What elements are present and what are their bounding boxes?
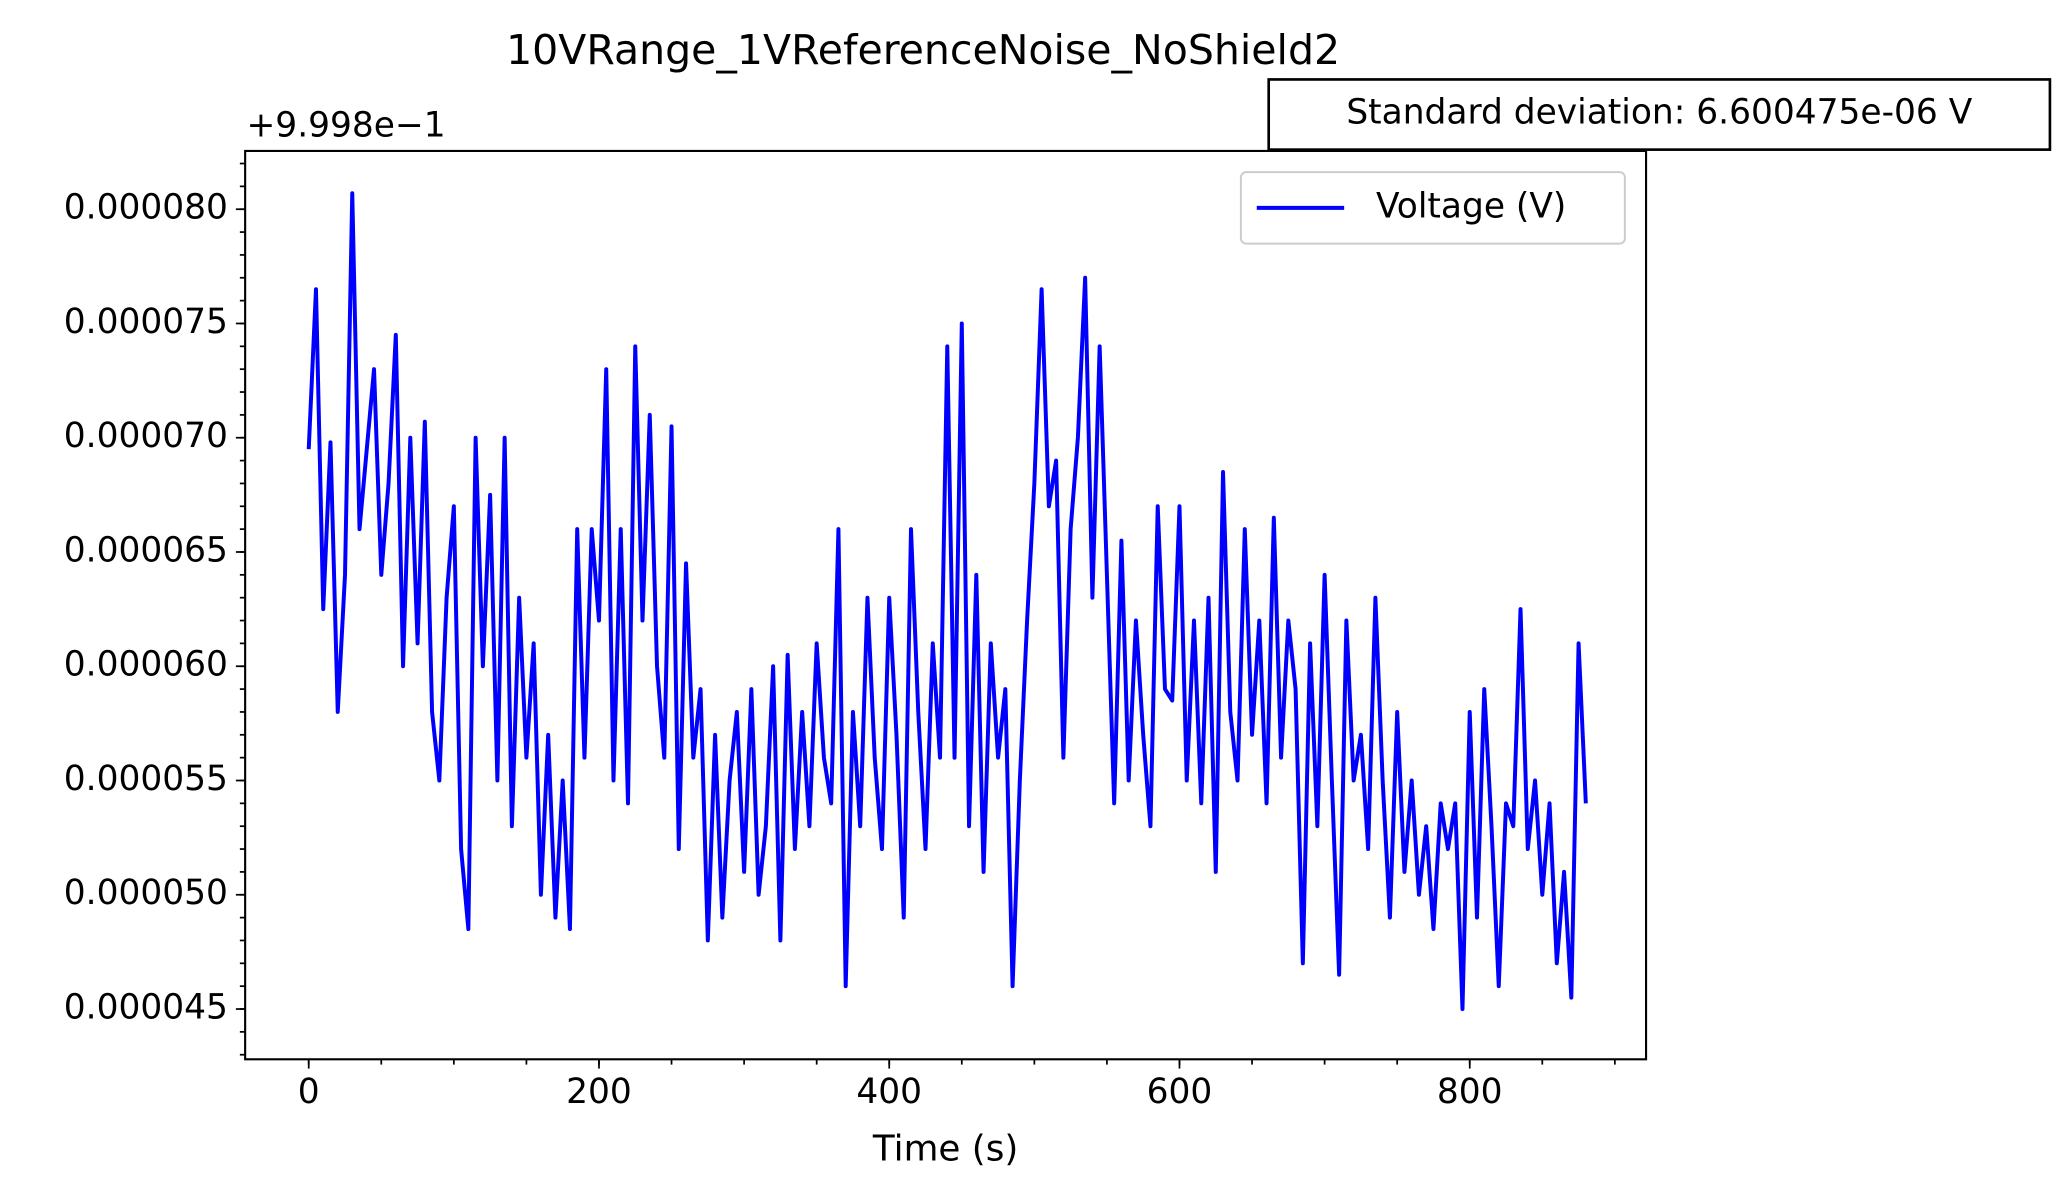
legend-label: Voltage (V) <box>1376 186 1566 226</box>
x-axis-label: Time (s) <box>872 1129 1018 1170</box>
annotation: Standard deviation: 6.600475e-06 V <box>1346 92 1972 132</box>
y-tick-label: 0.000080 <box>64 188 228 228</box>
x-tick-label: 200 <box>566 1072 632 1112</box>
y-tick-label: 0.000050 <box>64 873 228 913</box>
x-tick-label: 0 <box>298 1072 320 1112</box>
annotation-box <box>1267 78 2052 151</box>
y-tick-label: 0.000075 <box>64 302 228 342</box>
y-tick-label: 0.000060 <box>64 645 228 685</box>
data-line <box>306 191 1588 1012</box>
y-tick-label: 0.000065 <box>64 530 228 570</box>
y-tick-label: 0.000045 <box>64 988 228 1028</box>
y-tick-label: 0.000055 <box>64 759 228 799</box>
x-tick-label: 800 <box>1437 1072 1503 1112</box>
chart-title: 10VRange_1VReferenceNoise_NoShield2 <box>506 26 1340 74</box>
legend-box <box>1239 171 1626 245</box>
plot-frame <box>244 149 1648 1061</box>
x-tick-label: 600 <box>1147 1072 1213 1112</box>
x-tick-label: 400 <box>856 1072 922 1112</box>
y-tick-label: 0.000070 <box>64 416 228 456</box>
y-offset-label: +9.998e−1 <box>246 106 445 146</box>
